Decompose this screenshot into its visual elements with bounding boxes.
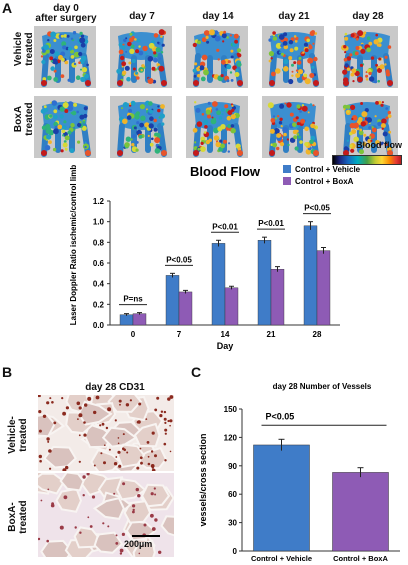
chart-title: day 28 Number of Vessels	[273, 382, 372, 391]
y-tick-label: 0.0	[93, 321, 105, 330]
bar	[224, 287, 239, 326]
day-label: day 21	[278, 11, 310, 22]
day-label: day 28	[352, 11, 384, 22]
doppler-boxa-day-0	[34, 96, 96, 158]
y-tick-label: 120	[224, 433, 238, 442]
doppler-boxa-day-2	[186, 96, 248, 158]
x-axis-label: Day	[217, 341, 234, 351]
y-tick-label: 0	[233, 547, 238, 556]
y-tick-label: 90	[228, 462, 237, 471]
bar	[119, 314, 134, 326]
doppler-vehicle-day-0	[34, 26, 96, 88]
doppler-vehicle-day-4	[336, 26, 398, 88]
bar	[257, 240, 272, 326]
day-label: day 0 after surgery	[35, 3, 97, 24]
y-tick-label: 1.2	[93, 197, 105, 206]
significance-label: P<0.01	[212, 222, 238, 231]
bar	[332, 472, 389, 552]
y-tick-label: 0.8	[93, 238, 105, 247]
panel-b-letter: B	[2, 364, 13, 380]
y-tick-label: 0.6	[93, 259, 105, 268]
x-tick-label: 21	[267, 330, 276, 339]
legend-swatch	[283, 177, 291, 185]
y-tick-label: 150	[224, 405, 238, 414]
scale-bar	[132, 535, 160, 537]
panel-b-title: day 28 CD31	[85, 382, 145, 393]
y-axis-label: vessels/cross section	[198, 433, 208, 526]
micrograph-vehicle	[38, 395, 174, 471]
vessel-count-chart: day 28 Number of Vessels 0 30 60 90 120 150 ves…	[198, 382, 400, 563]
row-label: BoxA treated	[13, 102, 35, 136]
row-label: Vehicle treated	[13, 31, 35, 67]
significance-label: P<0.05	[304, 204, 330, 213]
x-tick-label: Control + Vehicle	[251, 554, 312, 563]
bar	[132, 313, 147, 326]
legend-swatch	[283, 165, 291, 173]
blood-flow-chart: Blood Flow 0.0 0.2 0.4 0.6 0.8 1.0 1.2 Laser Dop…	[69, 164, 361, 351]
bar	[316, 250, 331, 326]
chart-title: Blood Flow	[190, 164, 261, 179]
significance-label: P<0.01	[258, 219, 284, 228]
x-tick-label: 28	[313, 330, 322, 339]
bar	[303, 225, 318, 326]
x-tick-label: Control + BoxA	[333, 554, 388, 563]
significance-label: P=ns	[123, 295, 143, 304]
y-tick-label: 30	[228, 519, 237, 528]
doppler-vehicle-day-1	[110, 26, 172, 88]
day-label: day 14	[202, 11, 234, 22]
significance-label: P<0.05	[266, 411, 295, 421]
bar	[253, 444, 310, 552]
legend-label: Control + BoxA	[295, 177, 354, 186]
bar	[178, 291, 193, 326]
y-tick-label: 1.0	[93, 218, 105, 227]
x-tick-label: 7	[177, 330, 182, 339]
day-label: day 7	[129, 11, 155, 22]
significance-label: P<0.05	[166, 255, 192, 264]
row-label: BoxA-treated	[7, 500, 29, 534]
doppler-vehicle-day-2	[186, 26, 248, 88]
colorbar-label: Blood flow	[356, 140, 402, 150]
bar	[165, 275, 180, 326]
scale-label: 200µm	[124, 539, 153, 549]
bar	[270, 268, 285, 326]
bar	[211, 243, 226, 326]
y-tick-label: 0.2	[93, 300, 105, 309]
x-tick-label: 0	[131, 330, 136, 339]
micrograph-boxa: 200µm	[38, 473, 174, 557]
row-label: Vehicle-treated	[7, 416, 29, 454]
panel-a-letter: A	[2, 0, 13, 16]
doppler-vehicle-day-3	[262, 26, 324, 88]
panel-c-letter: C	[191, 364, 202, 380]
legend-label: Control + Vehicle	[295, 165, 361, 174]
y-tick-label: 0.4	[93, 280, 105, 289]
doppler-boxa-day-4	[336, 96, 398, 158]
x-tick-label: 14	[221, 330, 230, 339]
y-axis-label: Laser Doppler Ratio ischemic/control lim…	[69, 165, 78, 326]
y-tick-label: 60	[228, 490, 237, 499]
doppler-boxa-day-1	[110, 96, 172, 158]
doppler-boxa-day-3	[262, 96, 324, 158]
blood-flow-colorbar	[332, 155, 402, 165]
